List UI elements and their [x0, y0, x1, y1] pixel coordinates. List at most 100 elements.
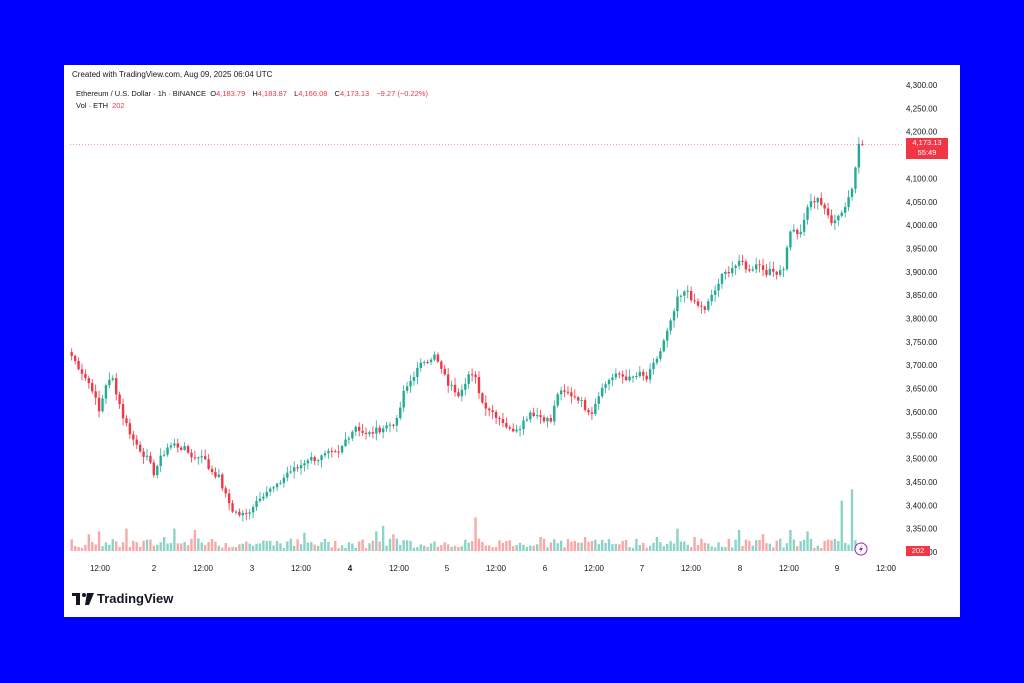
- volume-bar: [809, 538, 813, 551]
- candle-body: [590, 412, 594, 414]
- candle-body: [337, 451, 340, 453]
- volume-bar: [207, 542, 210, 551]
- volume-bar: [580, 542, 583, 551]
- candle-body: [772, 268, 775, 272]
- candle-body: [696, 301, 700, 306]
- candle-body: [248, 512, 251, 514]
- candle-body: [830, 215, 833, 224]
- candle-body: [299, 465, 303, 469]
- candle-body: [258, 498, 262, 501]
- volume-bar: [255, 543, 258, 551]
- candle-body: [340, 446, 344, 453]
- x-tick-label: 12:00: [486, 564, 507, 573]
- volume-bar: [532, 545, 535, 551]
- volume-bar: [460, 546, 464, 551]
- volume-bar: [570, 541, 573, 551]
- candle-body: [707, 301, 710, 310]
- x-tick-label: 12:00: [779, 564, 800, 573]
- tradingview-logo[interactable]: TradingView: [72, 588, 173, 608]
- volume-bar: [604, 542, 607, 551]
- candle-body: [727, 271, 731, 274]
- volume-bar: [224, 542, 227, 551]
- candle-body: [361, 430, 364, 433]
- candlestick-chart[interactable]: 4,300.004,250.004,200.004,150.004,100.00…: [64, 65, 960, 617]
- candle-body: [512, 428, 515, 432]
- x-tick-label: 12:00: [389, 564, 410, 573]
- candle-body: [73, 355, 77, 361]
- candle-body: [652, 362, 655, 370]
- volume-bar: [306, 542, 310, 551]
- candle-body: [111, 378, 114, 380]
- volume-bar: [310, 542, 313, 551]
- candle-body: [731, 267, 734, 274]
- candle-body: [782, 269, 785, 271]
- created-with-label: Created with TradingView.com, Aug 09, 20…: [72, 70, 273, 79]
- candle-body: [330, 450, 334, 452]
- volume-bar: [121, 542, 125, 551]
- candle-body: [354, 426, 357, 432]
- close-value: 4,173.13: [339, 89, 370, 98]
- volume-bar: [375, 531, 378, 551]
- candle-body: [132, 434, 135, 440]
- y-tick-label: 3,850.00: [906, 291, 938, 300]
- volume-bar: [258, 543, 262, 551]
- candle-body: [234, 511, 238, 513]
- candle-body: [525, 419, 529, 421]
- volume-bar: [111, 539, 114, 551]
- volume-bar: [474, 517, 477, 551]
- candle-body: [666, 330, 669, 341]
- candle-body: [546, 418, 549, 422]
- volume-bar: [446, 544, 450, 551]
- candle-body: [488, 408, 491, 411]
- volume-bar: [840, 500, 843, 551]
- candle-body: [241, 512, 245, 516]
- volume-bar: [720, 546, 724, 551]
- volume-bar: [731, 547, 734, 551]
- tradingview-logo-text: TradingView: [97, 590, 174, 606]
- y-tick-label: 4,100.00: [906, 174, 938, 183]
- candle-body: [816, 198, 819, 203]
- volume-bar: [529, 545, 532, 551]
- candle-body: [159, 455, 162, 466]
- volume-bar: [830, 540, 833, 551]
- volume-bar: [525, 547, 529, 551]
- candle-body: [556, 394, 559, 406]
- volume-bar: [666, 543, 669, 551]
- x-tick-label: 12:00: [584, 564, 605, 573]
- symbol-legend[interactable]: Ethereum / U.S. Dollar · 1h · BINANCE O4…: [76, 89, 433, 98]
- candle-body: [368, 432, 371, 435]
- volume-bar: [169, 543, 173, 551]
- candle-body: [672, 311, 676, 321]
- volume-bar: [491, 547, 494, 551]
- candle-body: [837, 215, 840, 221]
- volume-legend[interactable]: Vol · ETH 202: [76, 101, 125, 110]
- volume-bar: [618, 544, 621, 551]
- volume-bar: [166, 543, 169, 551]
- open-value: 4,183.79: [216, 89, 246, 98]
- candle-body: [474, 374, 477, 377]
- candle-body: [539, 415, 542, 418]
- candle-body: [224, 488, 227, 494]
- candle-body: [635, 376, 638, 378]
- volume-bar: [761, 534, 765, 551]
- candle-body: [638, 371, 642, 377]
- candle-body: [744, 261, 748, 270]
- volume-badge: 202: [906, 546, 930, 556]
- candle-body: [125, 418, 128, 424]
- x-tick-label: 12:00: [291, 564, 312, 573]
- candle-body: [529, 412, 532, 420]
- candle-body: [467, 374, 470, 384]
- candle-body: [450, 384, 453, 386]
- volume-bar: [754, 540, 758, 551]
- volume-bar: [262, 540, 265, 551]
- volume-bar: [94, 544, 97, 551]
- x-tick-label: 12:00: [193, 564, 214, 573]
- candle-body: [395, 418, 399, 426]
- volume-bar: [693, 537, 696, 551]
- volume-bar: [368, 543, 371, 551]
- volume-bar: [361, 539, 364, 551]
- volume-bar: [645, 547, 648, 551]
- volume-bar: [765, 543, 768, 551]
- candle-body: [423, 362, 426, 364]
- candle-body: [392, 424, 395, 426]
